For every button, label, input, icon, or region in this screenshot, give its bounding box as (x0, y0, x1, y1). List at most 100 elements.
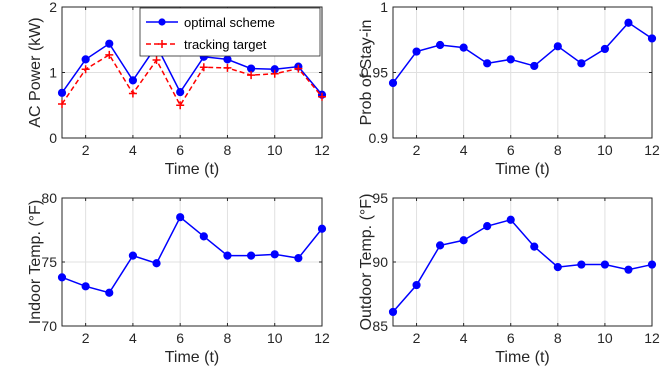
data-point (128, 251, 138, 260)
data-point (577, 59, 586, 68)
data-point (128, 76, 138, 85)
x-axis-label: Time (t) (165, 161, 220, 178)
x-tick-label: 2 (413, 142, 421, 158)
y-tick-label: 95 (372, 190, 388, 206)
data-point (459, 43, 468, 52)
x-tick-label: 2 (413, 330, 421, 346)
data-point (317, 224, 327, 233)
series-line-1 (61, 216, 323, 294)
y-tick-label: 75 (41, 254, 57, 270)
x-tick-label: 10 (597, 330, 613, 346)
data-point (553, 263, 562, 272)
x-tick-label: 6 (507, 142, 515, 158)
x-tick-label: 4 (129, 142, 137, 158)
y-axis-label: Prob of Stay-in (358, 20, 375, 126)
y-tick-label: 2 (49, 0, 57, 15)
x-axis-label: Time (t) (165, 349, 220, 366)
series-line-2 (61, 53, 323, 107)
data-point (176, 213, 185, 222)
subplot-3: 2 4 6 8 10 12 70 75 80 Time (t) Indoor Temp. (°F) (27, 190, 330, 366)
data-point (223, 251, 232, 260)
legend-label: tracking target (184, 37, 267, 52)
data-point (483, 222, 492, 231)
data-point (624, 265, 633, 274)
x-tick-label: 6 (507, 330, 515, 346)
y-tick-label: 1 (380, 0, 388, 15)
data-point (57, 88, 67, 97)
series-line-1 (392, 218, 653, 313)
y-axis-label: AC Power (kW) (27, 17, 44, 127)
y-tick-label: 90 (372, 254, 388, 270)
x-tick-label: 8 (554, 330, 562, 346)
x-tick-label: 12 (314, 330, 330, 346)
data-point (412, 280, 421, 290)
legend-label: optimal scheme (184, 15, 275, 30)
x-tick-label: 12 (314, 142, 330, 158)
y-tick-label: 70 (41, 318, 57, 334)
x-tick-label: 6 (176, 330, 184, 346)
x-tick-label: 4 (129, 330, 137, 346)
data-point (176, 101, 185, 110)
y-tick-label: 0.95 (361, 65, 388, 81)
y-tick-label: 80 (41, 190, 57, 206)
data-point (577, 260, 586, 269)
data-point (318, 92, 326, 101)
x-tick-label: 10 (267, 142, 283, 158)
y-tick-label: 85 (372, 318, 388, 334)
data-point (435, 241, 445, 250)
data-point (388, 307, 398, 317)
x-tick-label: 8 (224, 142, 232, 158)
data-point (270, 250, 279, 259)
data-point (294, 64, 303, 73)
data-point (553, 42, 562, 51)
data-point (246, 251, 256, 260)
data-point (199, 63, 208, 72)
x-tick-label: 4 (460, 142, 468, 158)
x-tick-label: 12 (644, 330, 660, 346)
data-point (152, 56, 161, 65)
data-point (483, 59, 492, 68)
data-point (223, 55, 232, 64)
data-point (600, 260, 610, 269)
x-tick-label: 10 (597, 142, 613, 158)
x-tick-label: 4 (460, 330, 468, 346)
y-tick-label: 1 (49, 65, 57, 81)
data-point (57, 273, 67, 282)
x-axis-label: Time (t) (495, 161, 550, 178)
subplot-2: 2 4 6 8 10 12 0.9 0.95 1 Time (t) Prob of Stay-in (358, 0, 660, 178)
data-point (647, 34, 657, 43)
data-point (152, 259, 161, 268)
data-point (81, 65, 90, 74)
x-tick-label: 12 (644, 142, 660, 158)
data-point (247, 71, 256, 80)
legend-marker (158, 18, 166, 26)
x-tick-label: 2 (82, 330, 90, 346)
x-tick-label: 8 (224, 330, 232, 346)
legend-box (139, 7, 321, 57)
data-point (624, 18, 633, 27)
y-axis-label: Outdoor Temp. (°F) (358, 194, 375, 331)
subplot-4: 2 4 6 8 10 12 85 90 95 Time (t) Outdoor Temp. (°F) (358, 190, 660, 366)
x-axis-label: Time (t) (495, 349, 550, 366)
data-point (412, 47, 421, 56)
x-tick-label: 2 (82, 142, 90, 158)
y-tick-label: 0.9 (369, 130, 389, 146)
data-point (506, 55, 515, 64)
y-axis-label: Indoor Temp. (°F) (27, 200, 44, 324)
data-point (647, 260, 657, 269)
data-point (81, 55, 90, 64)
data-point (506, 215, 515, 224)
x-tick-label: 10 (267, 330, 283, 346)
data-point (246, 64, 256, 73)
data-point (223, 63, 232, 72)
x-tick-label: 6 (176, 142, 184, 158)
data-point (530, 242, 539, 251)
data-point (388, 78, 398, 88)
data-point (105, 39, 114, 48)
data-point (435, 40, 445, 50)
data-point (58, 99, 66, 108)
data-point (176, 88, 185, 97)
data-point (105, 50, 114, 59)
